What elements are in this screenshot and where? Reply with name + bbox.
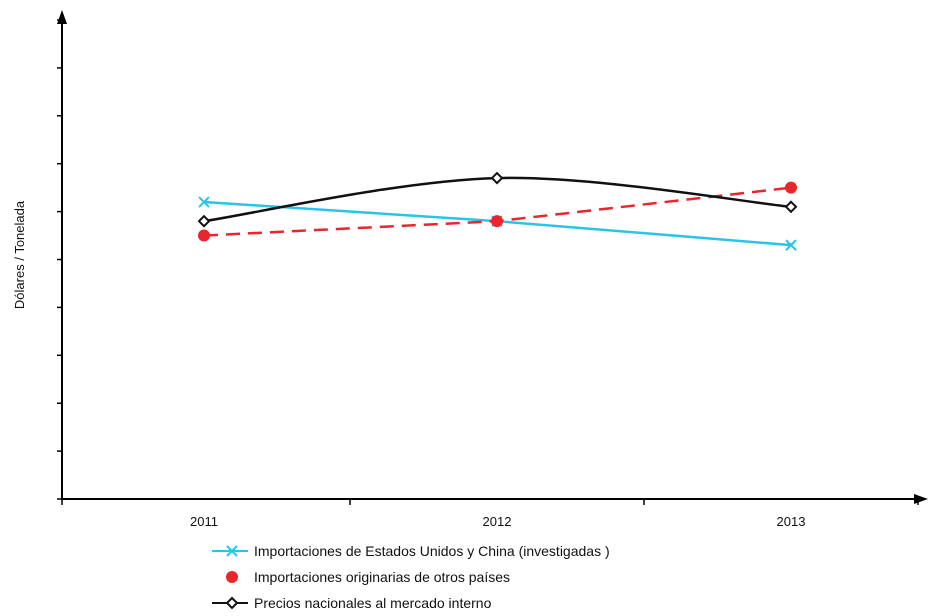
legend-item: Precios nacionales al mercado interno xyxy=(210,590,610,616)
data-point xyxy=(198,229,210,242)
chart-axes xyxy=(57,10,928,504)
data-point xyxy=(784,200,798,214)
legend-marker xyxy=(212,596,248,610)
legend-label: Importaciones originarias de otros paíse… xyxy=(254,569,511,585)
y-axis-title: Dólares / Tonelada xyxy=(12,200,27,309)
x-tick-label: 2011 xyxy=(190,514,218,529)
legend-label: Precios nacionales al mercado interno xyxy=(254,595,492,611)
data-point xyxy=(197,214,211,228)
legend-label: Importaciones de Estados Unidos y China … xyxy=(254,543,610,559)
x-tick-label: 2012 xyxy=(483,514,512,529)
legend-symbol xyxy=(225,596,239,610)
legend-symbol xyxy=(226,571,238,583)
legend-symbol xyxy=(226,545,238,557)
legend-marker xyxy=(212,545,248,557)
x-axis-ticks: 2011 2012 2013 xyxy=(61,499,919,529)
data-point xyxy=(198,196,210,208)
data-point xyxy=(785,181,797,194)
series-3 xyxy=(197,171,798,228)
legend-item: Importaciones de Estados Unidos y China … xyxy=(210,538,610,564)
legend-item: Importaciones originarias de otros paíse… xyxy=(210,564,610,590)
x-axis-arrowhead xyxy=(914,494,928,504)
series-line xyxy=(203,176,792,223)
series-layer xyxy=(197,171,798,251)
y-axis-ticks xyxy=(57,19,62,500)
data-point xyxy=(490,171,504,185)
y-axis-arrowhead xyxy=(57,10,67,24)
data-point xyxy=(491,215,503,228)
legend-marker xyxy=(226,571,238,583)
x-tick-label: 2013 xyxy=(777,514,806,529)
chart-legend: Importaciones de Estados Unidos y China … xyxy=(210,538,610,616)
data-point xyxy=(785,239,797,251)
series-2 xyxy=(198,181,797,242)
